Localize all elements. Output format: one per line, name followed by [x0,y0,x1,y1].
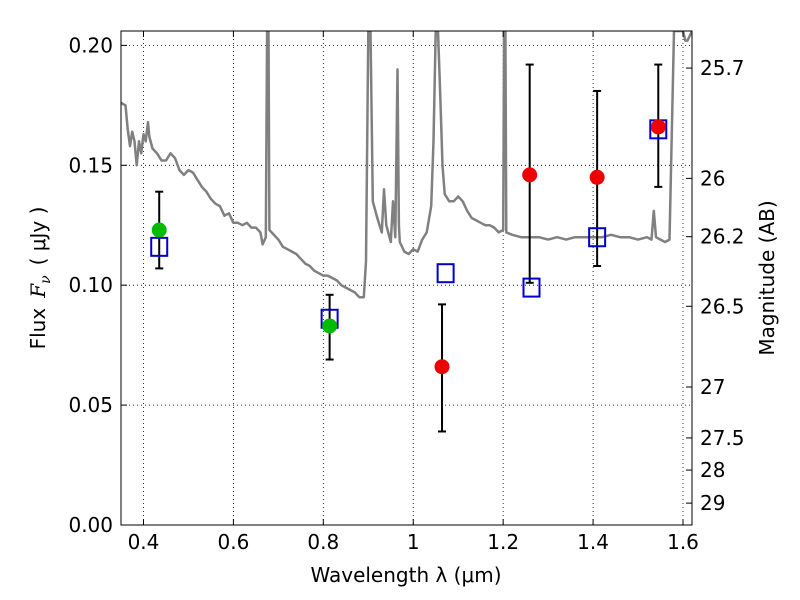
circle-marker [522,167,538,183]
y-tick-label: 0.05 [68,393,113,417]
y-tick-label: 0.15 [68,153,113,177]
x-axis-label: Wavelength λ (μm) [310,563,501,587]
model-spectrum-line [121,31,692,299]
axis-ticks [121,31,692,526]
y-tick-label: 0.20 [68,33,113,57]
y-tick-label: 0.10 [68,273,113,297]
y-axis-label-symbol: F [26,283,50,299]
open-square-marker [522,277,541,298]
x-tick-label: 1.6 [667,530,699,554]
y-axis-label-subscript: ν [38,275,54,284]
mag-tick-label: 28 [700,458,725,482]
tick-labels: 0.4 0.6 0.8 1 1.2 1.4 1.6 0.00 0.05 0.10 0.15 0.20 2… [68,33,744,554]
x-tick-label: 1.4 [577,530,609,554]
mag-tick-label: 26.5 [700,294,745,318]
open-square-marker [436,263,455,284]
right-axis-label: Magnitude (AB) [755,200,779,355]
circle-marker [589,169,605,185]
mag-tick-label: 26.2 [700,225,745,249]
marker-layer [150,119,668,375]
errorbar-layer [155,63,663,433]
circle-marker [322,318,338,334]
circle-marker [151,222,167,238]
x-tick-label: 0.6 [217,530,249,554]
x-tick-label: 1 [407,530,420,554]
circle-marker [650,119,666,135]
y-axis-label-units: ( μJy ) [26,207,50,266]
mag-tick-label: 27.5 [700,426,745,450]
spectrum-layer [121,31,692,299]
plot-frame [120,30,693,526]
open-square-marker [588,227,607,248]
x-tick-label: 0.4 [128,530,160,554]
x-tick-label: 1.2 [487,530,519,554]
mag-tick-label: 26 [700,166,725,190]
mag-tick-label: 27 [700,375,725,399]
grid-lines [121,31,692,526]
y-axis-label: Flux Fν ( μJy ) [26,207,54,350]
circle-marker [434,359,450,375]
open-square-marker [150,236,169,257]
y-tick-label: 0.00 [68,513,113,537]
y-axis-label-text: Flux [26,308,50,350]
mag-tick-label: 25.7 [700,56,745,80]
x-tick-label: 0.8 [307,530,339,554]
mag-tick-label: 29 [700,491,725,515]
